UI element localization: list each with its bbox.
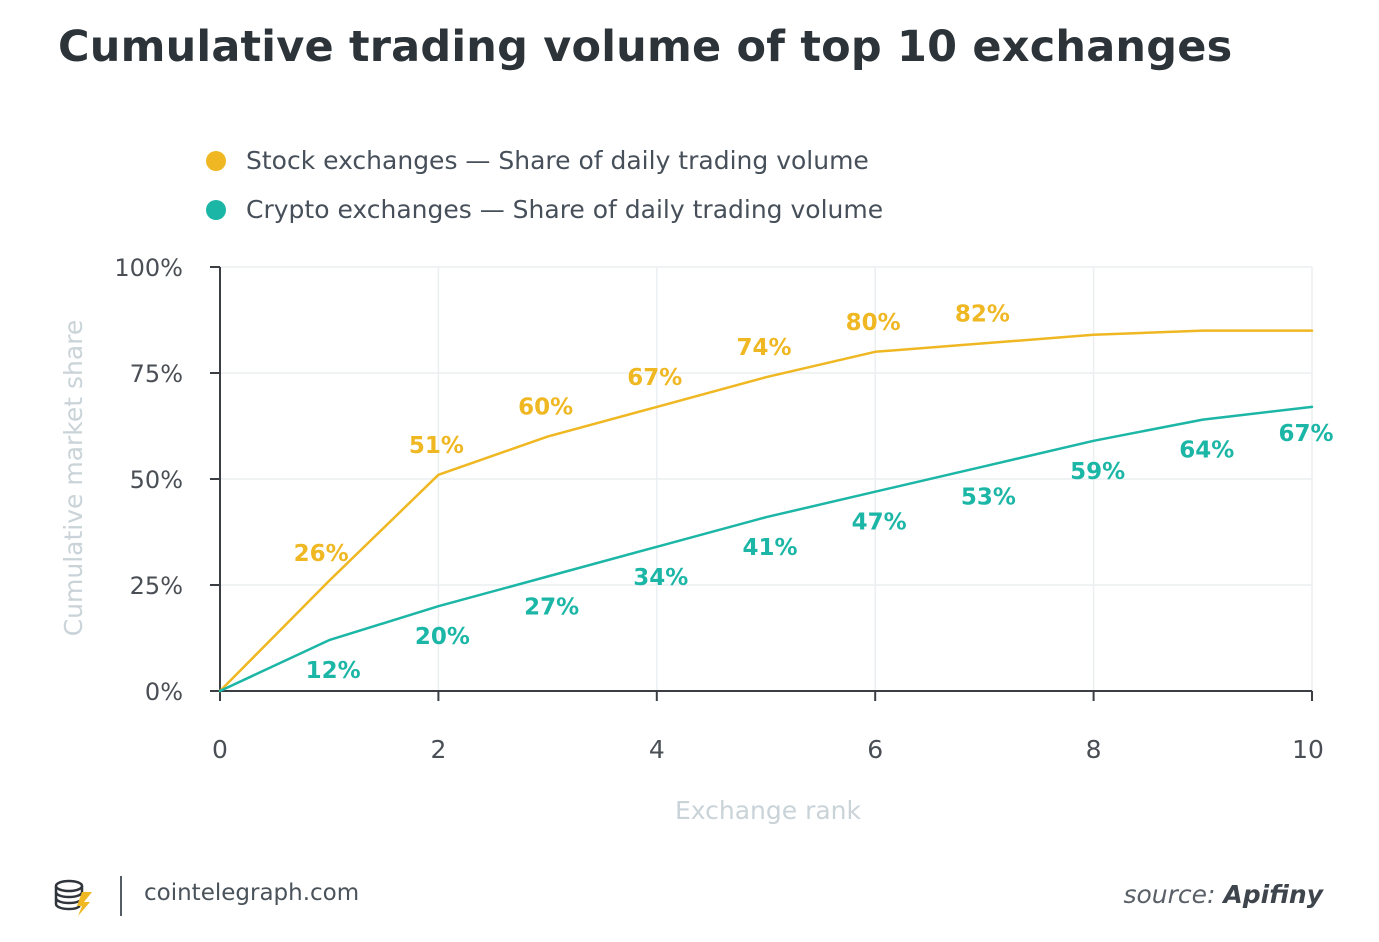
series-line-stock	[218, 329, 1314, 693]
data-label-stock: 60%	[518, 395, 573, 421]
legend-item-crypto: Crypto exchanges — Share of daily tradin…	[206, 185, 883, 234]
y-tick-label: 25%	[130, 572, 183, 600]
x-tick-label: 6	[867, 735, 883, 764]
data-label-stock: 67%	[627, 365, 682, 391]
y-axis-title: Cumulative market share	[59, 320, 88, 637]
y-tick-label: 100%	[114, 254, 183, 282]
x-tick-label: 8	[1086, 735, 1102, 764]
data-label-crypto: 64%	[1179, 438, 1234, 464]
x-tick-label: 2	[430, 735, 446, 764]
data-label-layer: 26% 51% 60% 67% 74% 80% 82% 12% 20% 27% 34% 41% 47% 5…	[294, 301, 1334, 684]
data-label-crypto: 41%	[742, 535, 797, 561]
data-label-stock: 82%	[955, 301, 1010, 327]
grid-layer	[220, 266, 1313, 691]
legend-dot-stock	[206, 150, 226, 171]
footer-source: source: Apifiny	[1123, 880, 1323, 909]
x-axis-title: Exchange rank	[675, 796, 862, 825]
data-label-stock: 80%	[846, 310, 901, 336]
legend-dot-crypto	[206, 199, 226, 220]
y-tick-label: 0%	[145, 678, 183, 706]
y-tick-label: 50%	[130, 466, 183, 494]
footer-site-link[interactable]: cointelegraph.com	[144, 880, 360, 906]
data-label-crypto: 12%	[306, 658, 361, 684]
data-label-crypto: 59%	[1070, 459, 1125, 485]
line-chart: 0% 25% 50% 75% 100% 0 2 4 6 8 10 26% 51% 60% 67% 74% 80…	[59, 254, 1334, 825]
x-tick-label: 4	[649, 735, 665, 764]
y-tick-label: 75%	[130, 360, 183, 388]
legend: Stock exchanges — Share of daily trading…	[206, 136, 883, 234]
cointelegraph-logo-icon	[54, 879, 92, 916]
data-label-crypto: 34%	[633, 565, 688, 591]
legend-label-crypto: Crypto exchanges — Share of daily tradin…	[246, 195, 884, 224]
data-label-crypto: 20%	[415, 624, 470, 650]
source-name: Apifiny	[1223, 880, 1323, 909]
chart-title: Cumulative trading volume of top 10 exch…	[58, 22, 1233, 72]
series-layer	[218, 329, 1314, 693]
footer-divider	[120, 876, 122, 916]
data-label-crypto: 53%	[961, 484, 1016, 510]
data-label-stock: 74%	[736, 335, 791, 361]
legend-label-stock: Stock exchanges — Share of daily trading…	[246, 146, 869, 175]
x-tick-label: 10	[1292, 735, 1324, 764]
series-line-crypto	[218, 405, 1314, 693]
data-label-crypto: 67%	[1278, 421, 1333, 447]
source-prefix: source:	[1123, 880, 1216, 909]
axis-layer: 0% 25% 50% 75% 100% 0 2 4 6 8 10	[114, 254, 1324, 764]
data-label-stock: 26%	[294, 541, 349, 567]
legend-item-stock: Stock exchanges — Share of daily trading…	[206, 136, 883, 185]
x-tick-label: 0	[212, 735, 228, 764]
data-label-crypto: 47%	[852, 510, 907, 536]
data-label-stock: 51%	[409, 433, 464, 459]
data-label-crypto: 27%	[524, 595, 579, 621]
